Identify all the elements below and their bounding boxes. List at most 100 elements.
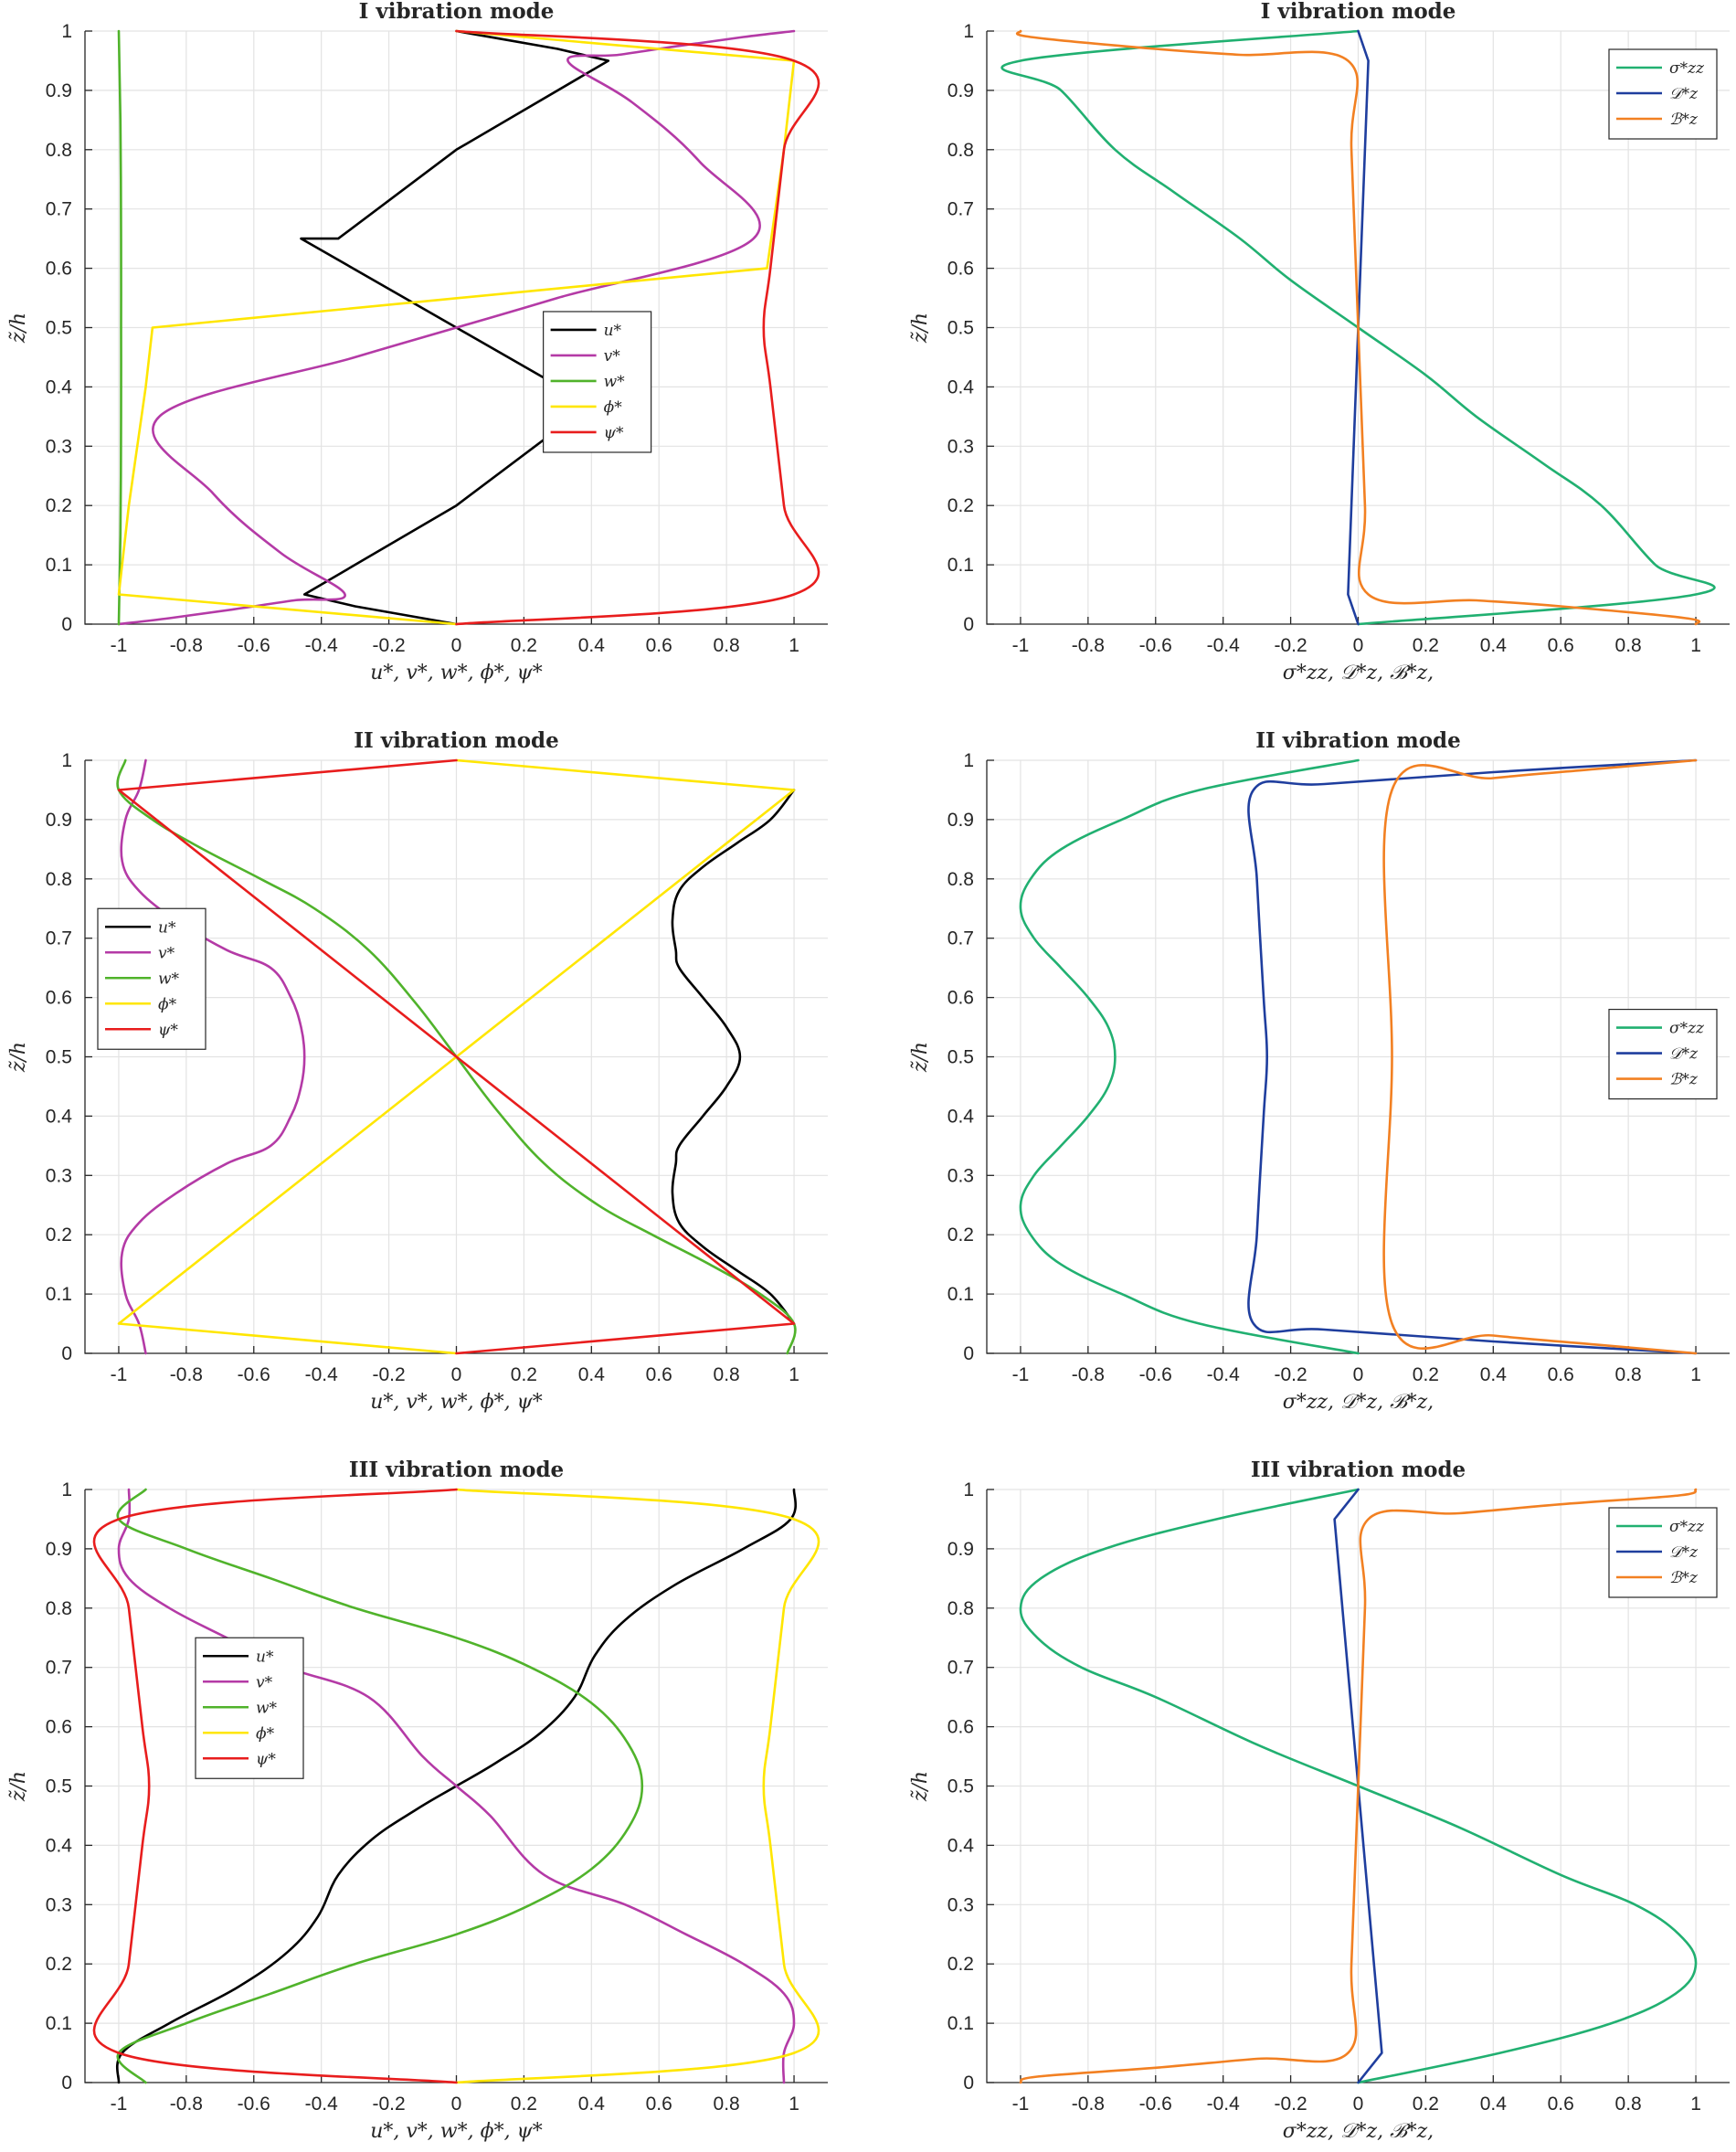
legend: σ*zz 𝒟*z ℬ*z <box>1608 1008 1718 1100</box>
x-axis-label: u*, v*, w*, ϕ*, ψ* <box>370 1391 543 1414</box>
legend-label-ℬ*z: ℬ*z <box>1669 1569 1699 1587</box>
legend-label-u*: u* <box>256 1648 274 1666</box>
legend-label-ϕ*: ϕ* <box>256 1724 275 1743</box>
legend-label-v*: v* <box>256 1673 273 1691</box>
x-tick-label: -0.6 <box>238 1364 270 1385</box>
y-tick-label: 0 <box>61 614 72 635</box>
legend-label-ψ*: ψ* <box>256 1750 276 1768</box>
y-tick-label: 0 <box>61 1343 72 1364</box>
legend-label-ℬ*z: ℬ*z <box>1669 1071 1699 1089</box>
y-tick-label: 0.2 <box>46 1224 72 1246</box>
y-tick-label: 0.6 <box>46 988 72 1009</box>
x-tick-label: 0 <box>451 2094 462 2115</box>
y-tick-label: 0 <box>963 1343 974 1364</box>
x-tick-label: -0.6 <box>1139 2094 1172 2115</box>
x-tick-label: -1 <box>111 1364 128 1385</box>
y-axis-label: z̃/h <box>7 1771 30 1802</box>
legend-label-σ*zz: σ*zz <box>1669 59 1705 78</box>
y-tick-label: 0.3 <box>46 1165 72 1186</box>
x-tick-label: 0.2 <box>1413 1364 1439 1385</box>
chart-panel-mode2-displacements: -1 -0.8 -0.6 -0.4 -0.2 0 0.2 0.4 0.6 0.8 1 0 0.1 0.2 0… <box>7 728 828 1414</box>
y-tick-label: 0.7 <box>947 199 974 220</box>
chart-title: II vibration mode <box>1255 728 1461 753</box>
y-tick-label: 0.6 <box>46 259 72 280</box>
legend-label-ϕ*: ϕ* <box>158 995 177 1013</box>
chart-title: I vibration mode <box>1261 0 1456 24</box>
y-tick-label: 0.8 <box>46 869 72 890</box>
x-tick-label: 0 <box>451 635 462 656</box>
x-tick-label: -0.8 <box>170 1364 203 1385</box>
y-tick-label: 0.7 <box>947 928 974 949</box>
x-tick-label: 0.6 <box>1548 2094 1574 2115</box>
chart-title: III vibration mode <box>1251 1458 1466 1482</box>
legend-label-ℬ*z: ℬ*z <box>1669 111 1699 129</box>
x-tick-label: -1 <box>1012 2094 1030 2115</box>
x-tick-label: 0 <box>1353 1364 1364 1385</box>
x-tick-label: 1 <box>1690 1364 1701 1385</box>
x-tick-label: -0.2 <box>372 2094 405 2115</box>
y-tick-label: 0.7 <box>46 199 72 220</box>
x-axis-label: σ*zz, 𝒟*z, ℬ*z, <box>1283 1391 1434 1414</box>
x-tick-label: -0.2 <box>1274 635 1307 656</box>
x-tick-label: 0 <box>451 1364 462 1385</box>
legend-label-ϕ*: ϕ* <box>604 398 623 417</box>
y-tick-label: 0.8 <box>947 140 974 161</box>
y-tick-label: 1 <box>963 21 974 42</box>
y-tick-label: 0.1 <box>947 2013 974 2034</box>
y-tick-label: 0.5 <box>947 1776 974 1797</box>
y-tick-label: 0.5 <box>947 318 974 339</box>
y-tick-label: 0.6 <box>947 1717 974 1738</box>
y-tick-label: 0.8 <box>947 1598 974 1619</box>
y-tick-label: 0.4 <box>947 1835 975 1856</box>
chart-panel-mode3-displacements: -1 -0.8 -0.6 -0.4 -0.2 0 0.2 0.4 0.6 0.8 1 0 0.1 0.2 0… <box>7 1458 828 2143</box>
y-tick-label: 0.3 <box>46 436 72 457</box>
x-tick-label: -0.2 <box>372 635 405 656</box>
y-tick-label: 0.8 <box>46 140 72 161</box>
y-tick-label: 0.7 <box>46 1658 72 1679</box>
x-tick-label: 0.6 <box>646 635 672 656</box>
chart-panel-mode1-displacements: -1 -0.8 -0.6 -0.4 -0.2 0 0.2 0.4 0.6 0.8 1 0 0.1 0.2 0… <box>7 0 828 684</box>
x-tick-label: -0.4 <box>1207 1364 1241 1385</box>
y-tick-label: 0.1 <box>46 2013 72 2034</box>
y-tick-label: 0.3 <box>947 436 974 457</box>
y-tick-label: 0.2 <box>46 1954 72 1975</box>
y-tick-label: 1 <box>61 21 72 42</box>
y-tick-label: 0.8 <box>46 1598 72 1619</box>
x-tick-label: 0.8 <box>714 635 740 656</box>
y-tick-label: 0.9 <box>46 810 72 831</box>
x-tick-label: 0.8 <box>714 2094 740 2115</box>
x-tick-label: 0.8 <box>1615 635 1642 656</box>
series-line-ℬ*z <box>1382 758 1698 1355</box>
series-line-ψ* <box>92 1488 458 2084</box>
x-tick-label: -0.8 <box>1072 1364 1105 1385</box>
legend-label-σ*zz: σ*zz <box>1669 1020 1705 1038</box>
x-tick-label: 0.2 <box>1413 2094 1439 2115</box>
series-line-𝒟*z <box>1247 758 1698 1355</box>
x-tick-label: 0.2 <box>511 1364 537 1385</box>
x-tick-label: 0.6 <box>1548 635 1574 656</box>
x-tick-label: 0.6 <box>1548 1364 1574 1385</box>
y-tick-label: 0.9 <box>46 1539 72 1560</box>
x-tick-label: 0 <box>1353 635 1364 656</box>
y-tick-label: 0.5 <box>947 1047 974 1068</box>
x-tick-label: -0.8 <box>170 2094 203 2115</box>
x-tick-label: -0.6 <box>238 2094 270 2115</box>
legend: u* v* w* ϕ* ψ* <box>97 907 206 1050</box>
y-tick-label: 0.5 <box>46 1047 72 1068</box>
legend-label-𝒟*z: 𝒟*z <box>1669 1045 1699 1064</box>
x-tick-label: -0.4 <box>1207 635 1241 656</box>
legend-label-v*: v* <box>604 347 621 366</box>
series-line-ψ* <box>455 29 820 626</box>
legend: u* v* w* ϕ* ψ* <box>195 1637 304 1779</box>
x-tick-label: -0.8 <box>170 635 203 656</box>
y-tick-label: 0.4 <box>947 376 975 398</box>
x-tick-label: -1 <box>1012 1364 1030 1385</box>
legend-label-𝒟*z: 𝒟*z <box>1669 85 1699 103</box>
series-line-v* <box>117 29 796 626</box>
y-tick-label: 0.2 <box>947 1954 974 1975</box>
x-tick-label: 0.4 <box>578 2094 606 2115</box>
y-tick-label: 0.1 <box>947 555 974 576</box>
y-tick-label: 0.8 <box>947 869 974 890</box>
series-line-v* <box>120 758 306 1355</box>
x-tick-label: 0.4 <box>578 635 606 656</box>
